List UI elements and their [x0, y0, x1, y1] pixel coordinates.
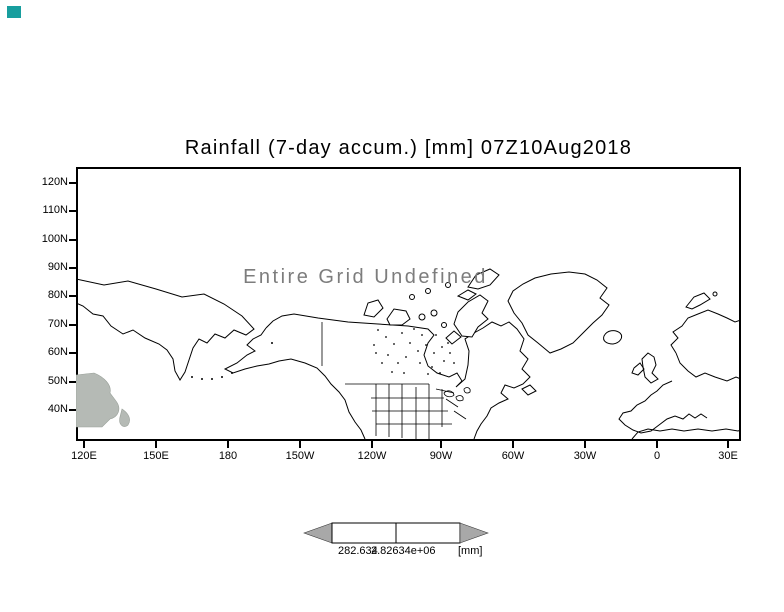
- colorbar-left-arrow: [303, 522, 333, 544]
- teal-marker: [7, 6, 21, 18]
- x-tick-mark: [440, 441, 442, 448]
- x-tick-mark: [155, 441, 157, 448]
- colorbar-label-min: 282.634: [338, 545, 378, 557]
- plot-title: Rainfall (7-day accum.) [mm] 07Z10Aug201…: [184, 137, 633, 159]
- x-tick-mark: [371, 441, 373, 448]
- iceland: [603, 330, 623, 345]
- y-tick-mark: [69, 324, 76, 326]
- y-tick-label: 70N: [47, 318, 68, 330]
- y-tick-mark: [69, 239, 76, 241]
- plot-frame: [76, 167, 741, 441]
- y-tick-label: 120N: [41, 176, 68, 188]
- y-tick-mark: [69, 182, 76, 184]
- border-lines: [321, 322, 467, 439]
- y-tick-label: 50N: [47, 375, 68, 387]
- x-tick-label: 150E: [143, 450, 169, 462]
- x-tick-mark: [656, 441, 658, 448]
- x-tick-mark: [512, 441, 514, 448]
- y-tick-mark: [69, 267, 76, 269]
- x-tick-label: 30W: [573, 450, 597, 462]
- y-tick-mark: [69, 295, 76, 297]
- undefined-grid-message: Entire Grid Undefined: [243, 266, 488, 288]
- lake-specks: [191, 328, 455, 380]
- coastline-north-america: [223, 313, 537, 440]
- x-tick-mark: [299, 441, 301, 448]
- y-tick-mark: [69, 409, 76, 411]
- x-tick-label: 120E: [71, 450, 97, 462]
- arctic-islands: [363, 268, 500, 345]
- coastline-europe: [618, 309, 741, 440]
- x-tick-label: 60W: [501, 450, 525, 462]
- x-tick-label: 0: [653, 450, 661, 462]
- colorbar: [303, 522, 489, 544]
- colorbar-unit-label: [mm]: [458, 545, 483, 557]
- colorbar-label-max: 2.82634e+06: [371, 545, 436, 557]
- y-tick-label: 80N: [47, 289, 68, 301]
- greenland: [507, 271, 610, 354]
- y-tick-mark: [69, 381, 76, 383]
- x-tick-label: 180: [218, 450, 238, 462]
- great-lakes: [443, 387, 471, 402]
- y-tick-label: 40N: [47, 403, 68, 415]
- y-tick-label: 100N: [41, 233, 68, 245]
- svalbard: [685, 291, 718, 310]
- y-tick-label: 110N: [42, 204, 68, 216]
- y-tick-mark: [69, 352, 76, 354]
- x-tick-mark: [584, 441, 586, 448]
- x-tick-label: 90W: [429, 450, 453, 462]
- y-tick-label: 90N: [47, 261, 68, 273]
- x-tick-label: 120W: [357, 450, 387, 462]
- x-tick-mark: [227, 441, 229, 448]
- colorbar-right-arrow: [459, 522, 489, 544]
- shaded-land-asia: [76, 372, 130, 428]
- x-tick-label: 150W: [285, 450, 315, 462]
- map-canvas: [76, 268, 741, 440]
- coastline-siberia: [76, 278, 255, 381]
- x-tick-label: 30E: [718, 450, 738, 462]
- x-tick-mark: [727, 441, 729, 448]
- x-tick-mark: [83, 441, 85, 448]
- y-tick-mark: [69, 210, 76, 212]
- y-tick-label: 60N: [47, 346, 68, 358]
